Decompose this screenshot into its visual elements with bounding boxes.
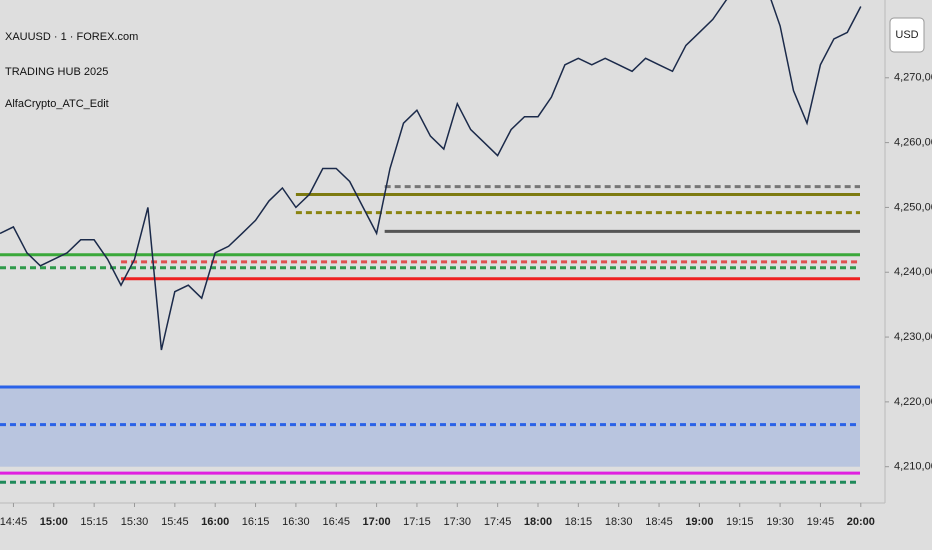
x-tick-label: 14:45 <box>0 516 27 528</box>
x-tick-label: 15:45 <box>161 516 189 528</box>
x-tick-label: 18:45 <box>645 516 673 528</box>
y-tick-label: 4,240,00 <box>894 266 932 278</box>
x-tick-label: 16:45 <box>322 516 350 528</box>
x-tick-label: 17:00 <box>363 516 391 528</box>
x-tick-label: 19:00 <box>685 516 713 528</box>
x-tick-label: 16:30 <box>282 516 310 528</box>
x-tick-label: 17:45 <box>484 516 512 528</box>
x-tick-label: 20:00 <box>847 516 875 528</box>
x-tick-label: 16:00 <box>201 516 229 528</box>
price-line <box>0 0 862 351</box>
zone <box>0 386 860 467</box>
x-tick-label: 17:30 <box>444 516 472 528</box>
x-tick-label: 17:15 <box>403 516 431 528</box>
x-tick-label: 18:30 <box>605 516 633 528</box>
x-tick-label: 19:45 <box>807 516 835 528</box>
currency-box[interactable] <box>889 17 925 53</box>
indicator: TRADING HUB 2025 <box>5 66 108 78</box>
x-tick-label: 19:30 <box>766 516 794 528</box>
y-tick-label: 4,220,00 <box>894 396 932 408</box>
y-tick-label: 4,250,00 <box>894 201 932 213</box>
x-tick-label: 16:15 <box>242 516 270 528</box>
x-tick-label: 15:15 <box>80 516 108 528</box>
symbol: XAUUSD · 1 · FOREX.com <box>5 31 138 43</box>
currency[interactable]: USD <box>895 29 918 41</box>
x-tick-label: 19:15 <box>726 516 754 528</box>
plot <box>0 0 862 484</box>
y-tick-label: 4,260,00 <box>894 137 932 149</box>
indicator: AlfaCrypto_ATC_Edit <box>5 98 109 110</box>
x-tick-label: 18:15 <box>565 516 593 528</box>
y-tick-label: 4,270,00 <box>894 72 932 84</box>
x-tick-label: 15:30 <box>121 516 149 528</box>
y-tick-label: 4,230,00 <box>894 331 932 343</box>
y-tick-label: 4,210,00 <box>894 461 932 473</box>
x-tick-label: 18:00 <box>524 516 552 528</box>
x-tick-label: 15:00 <box>40 516 68 528</box>
